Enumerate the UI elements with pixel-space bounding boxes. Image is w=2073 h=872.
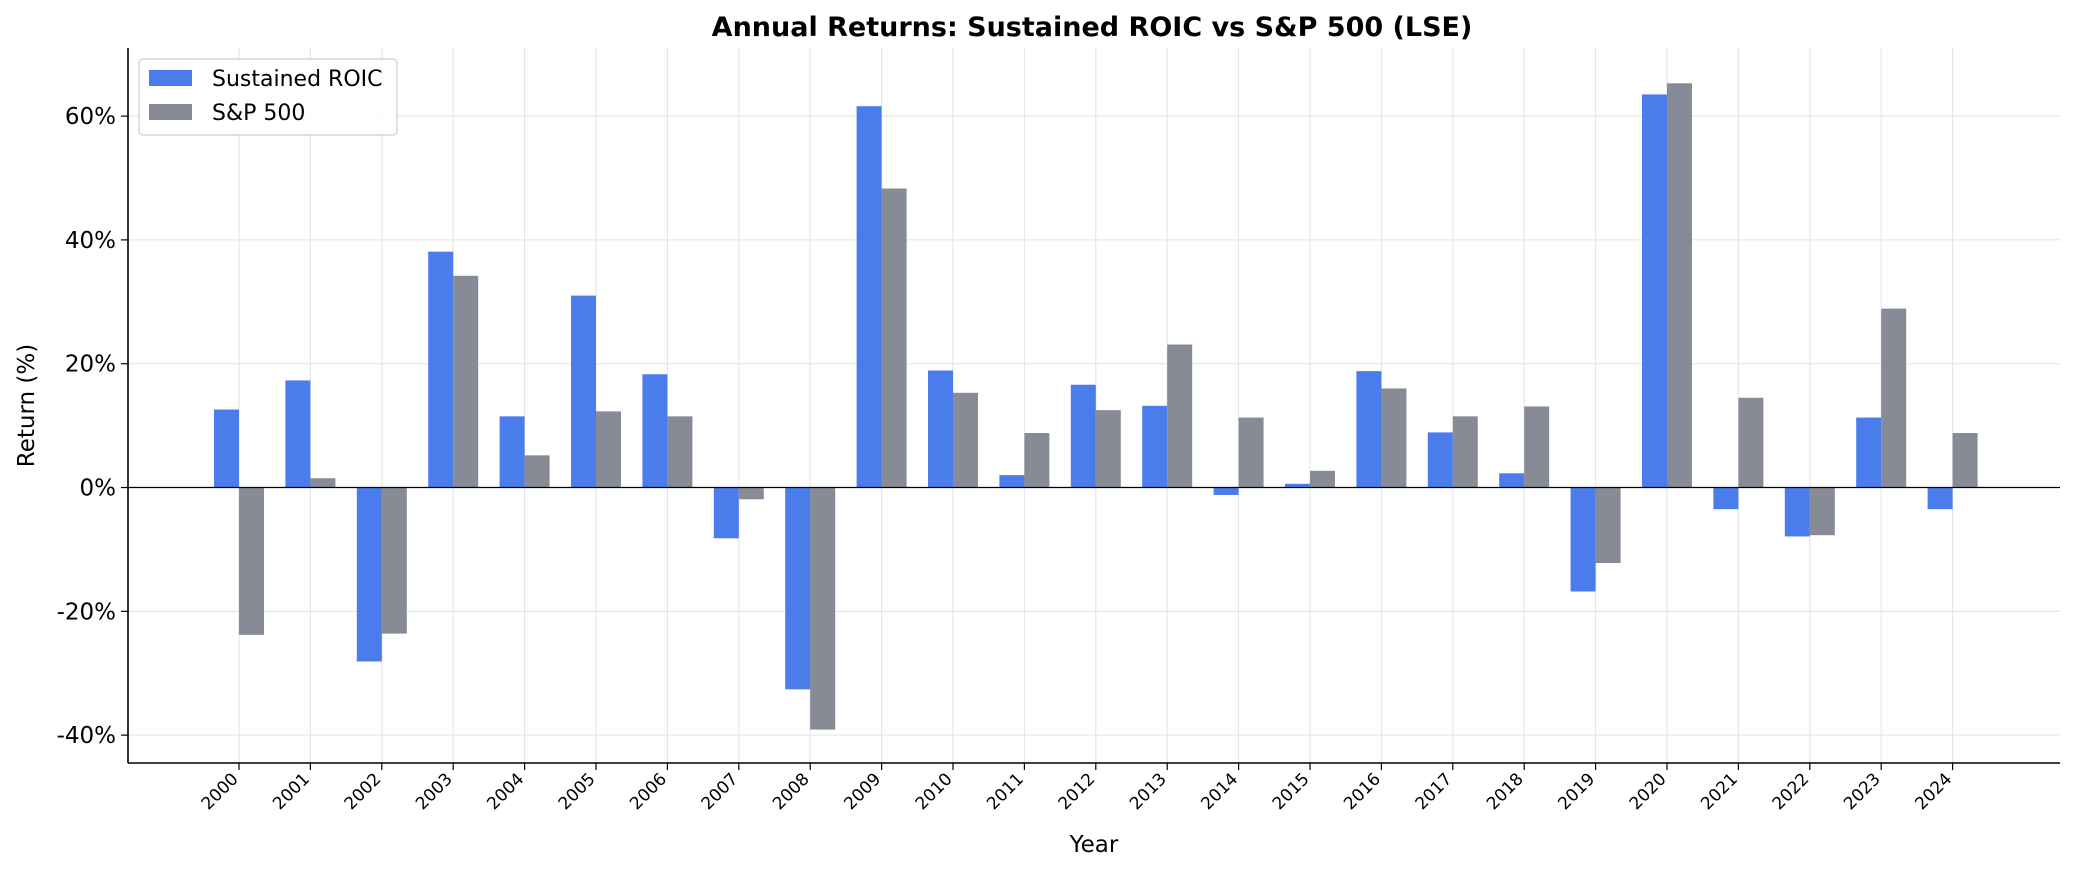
y-axis-ticks: -40% -20% 0% 20% 40% 60% <box>57 104 128 749</box>
bar-sustained-roic-2006 <box>642 374 668 488</box>
x-tick-label: 2019 <box>1554 769 1599 814</box>
bar-sustained-roic-2017 <box>1427 432 1453 488</box>
bar-sp500-2021 <box>1738 397 1764 488</box>
bar-sp500-2011 <box>1024 433 1050 488</box>
bar-sustained-roic-2005 <box>571 295 596 488</box>
y-tick-label: -20% <box>57 599 116 625</box>
bar-sp500-2019 <box>1595 487 1621 564</box>
x-tick-label: 2002 <box>341 769 386 814</box>
x-axis-label: Year <box>1069 832 1119 858</box>
bar-sp500-2016 <box>1381 388 1407 488</box>
bar-sustained-roic-2016 <box>1356 371 1382 488</box>
bar-sp500-2003 <box>453 275 479 488</box>
x-tick-label: 2003 <box>412 769 457 814</box>
bar-sp500-2002 <box>381 487 407 634</box>
legend-label: Sustained ROIC <box>212 67 382 92</box>
bar-sustained-roic-2022 <box>1784 487 1810 537</box>
bar-sp500-2024 <box>1952 433 1978 488</box>
y-tick-label: 40% <box>65 228 116 254</box>
bar-sp500-2004 <box>524 455 550 488</box>
x-tick-label: 2005 <box>555 769 600 814</box>
bar-sp500-2014 <box>1238 417 1264 488</box>
x-tick-label: 2011 <box>983 769 1028 814</box>
y-axis-label: Return (%) <box>14 344 40 467</box>
bar-sp500-2018 <box>1524 406 1550 488</box>
bar-sustained-roic-2021 <box>1713 487 1739 510</box>
bar-sustained-roic-2011 <box>999 475 1025 488</box>
x-tick-label: 2015 <box>1269 769 1314 814</box>
bar-sustained-roic-2009 <box>856 106 882 488</box>
x-tick-label: 2006 <box>626 769 671 814</box>
bar-sustained-roic-2001 <box>285 380 311 488</box>
bar-sustained-roic-2014 <box>1213 487 1239 495</box>
x-tick-label: 2014 <box>1197 769 1242 814</box>
bar-sustained-roic-2023 <box>1856 417 1882 488</box>
x-tick-label: 2017 <box>1412 769 1457 814</box>
bar-sustained-roic-2004 <box>499 416 525 488</box>
legend-swatch <box>149 70 192 86</box>
bar-sustained-roic-2013 <box>1142 405 1168 488</box>
y-tick-label: 20% <box>65 352 116 378</box>
bar-sp500-2009 <box>881 188 907 488</box>
y-tick-label: 0% <box>80 476 117 502</box>
bar-sp500-2006 <box>667 416 693 488</box>
bar-sp500-2010 <box>953 392 978 488</box>
x-axis-ticks: 2000 2001 2002 2003 2004 2005 2006 2007 2008 2009… <box>198 763 1956 814</box>
x-tick-label: 2024 <box>1911 769 1956 814</box>
x-tick-label: 2018 <box>1483 769 1528 814</box>
bar-sp500-2005 <box>596 411 621 488</box>
bar-sustained-roic-2000 <box>214 409 239 488</box>
y-tick-label: -40% <box>57 723 116 749</box>
x-tick-label: 2010 <box>912 769 957 814</box>
x-tick-label: 2013 <box>1126 769 1171 814</box>
x-tick-label: 2000 <box>198 769 243 814</box>
bars <box>214 83 1978 730</box>
y-tick-label: 60% <box>65 104 116 130</box>
bar-sustained-roic-2024 <box>1927 487 1953 510</box>
bar-sustained-roic-2002 <box>356 487 382 662</box>
bar-sustained-roic-2008 <box>785 487 811 690</box>
bar-sustained-roic-2019 <box>1570 487 1596 592</box>
x-tick-label: 2020 <box>1626 769 1671 814</box>
x-tick-label: 2004 <box>483 769 528 814</box>
bar-sp500-2008 <box>810 487 836 730</box>
bar-sustained-roic-2007 <box>713 487 739 539</box>
bar-sustained-roic-2012 <box>1070 384 1096 488</box>
x-tick-label: 2007 <box>698 769 743 814</box>
x-tick-label: 2001 <box>269 769 314 814</box>
legend: Sustained ROIC S&P 500 <box>138 58 398 136</box>
x-tick-label: 2009 <box>840 769 885 814</box>
bar-sustained-roic-2003 <box>428 251 454 488</box>
bar-sustained-roic-2018 <box>1499 473 1525 488</box>
chart-title: Annual Returns: Sustained ROIC vs S&P 50… <box>712 12 1473 43</box>
bar-sp500-2013 <box>1167 344 1193 488</box>
bar-sp500-2022 <box>1809 487 1835 536</box>
bar-sustained-roic-2010 <box>928 370 953 488</box>
bar-sp500-2000 <box>239 487 264 635</box>
x-tick-label: 2008 <box>769 769 814 814</box>
bar-sustained-roic-2015 <box>1285 483 1310 488</box>
x-tick-label: 2023 <box>1840 769 1885 814</box>
bar-sp500-2020 <box>1667 83 1692 488</box>
bar-sp500-2012 <box>1095 410 1121 488</box>
legend-swatch <box>149 104 192 120</box>
bar-sp500-2023 <box>1881 308 1907 488</box>
bar-sp500-2017 <box>1452 416 1478 488</box>
bar-sp500-2015 <box>1310 470 1335 488</box>
x-tick-label: 2021 <box>1697 769 1742 814</box>
legend-frame <box>138 58 398 136</box>
bar-sp500-2001 <box>310 478 336 488</box>
legend-label: S&P 500 <box>212 101 305 126</box>
x-tick-label: 2016 <box>1340 769 1385 814</box>
x-tick-label: 2022 <box>1769 769 1814 814</box>
bar-sp500-2007 <box>738 487 764 500</box>
bar-sustained-roic-2020 <box>1642 94 1667 488</box>
x-tick-label: 2012 <box>1055 769 1100 814</box>
